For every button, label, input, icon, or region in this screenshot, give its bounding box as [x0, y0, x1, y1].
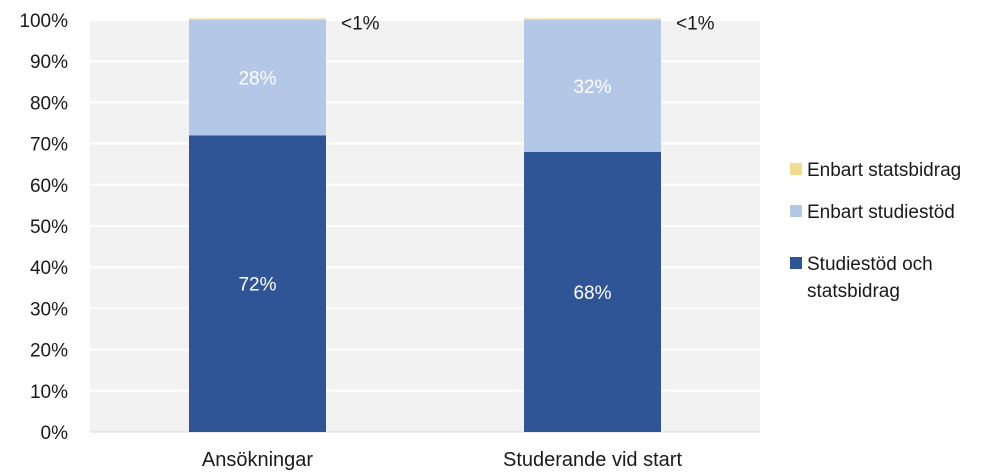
y-tick-label: 90% — [30, 52, 68, 73]
y-tick-label: 40% — [30, 258, 68, 279]
data-label: 68% — [573, 283, 611, 304]
legend-swatch — [790, 257, 802, 269]
y-tick-label: 20% — [30, 341, 68, 362]
y-tick-label: 80% — [30, 93, 68, 114]
bar-segment — [524, 20, 661, 152]
bar-segment — [524, 151, 661, 432]
y-tick-label: 10% — [30, 382, 68, 403]
y-tick-label: 60% — [30, 176, 68, 197]
y-tick-label: 30% — [30, 299, 68, 320]
legend-label: Enbart studiestöd — [807, 202, 955, 223]
legend-label: Studiestöd och statsbidrag — [807, 254, 933, 302]
y-tick-label: 50% — [30, 217, 68, 238]
data-label: 32% — [573, 77, 611, 98]
legend-swatch — [790, 163, 802, 175]
x-category-label: Studerande vid start — [503, 449, 682, 470]
data-label: 28% — [238, 69, 276, 90]
data-label: 72% — [238, 275, 276, 296]
x-category-label: Ansökningar — [202, 449, 314, 470]
bar-segment — [524, 18, 661, 20]
bar-segment — [189, 18, 326, 20]
bar-segment — [189, 20, 326, 136]
legend-label: Enbart statsbidrag — [807, 160, 961, 181]
y-tick-label: 70% — [30, 135, 68, 156]
legend-swatch — [790, 205, 802, 217]
data-label: <1% — [341, 13, 380, 34]
y-tick-label: 0% — [41, 423, 69, 444]
y-tick-label: 100% — [19, 11, 68, 32]
data-label: <1% — [676, 13, 715, 34]
bar-segment — [189, 135, 326, 433]
